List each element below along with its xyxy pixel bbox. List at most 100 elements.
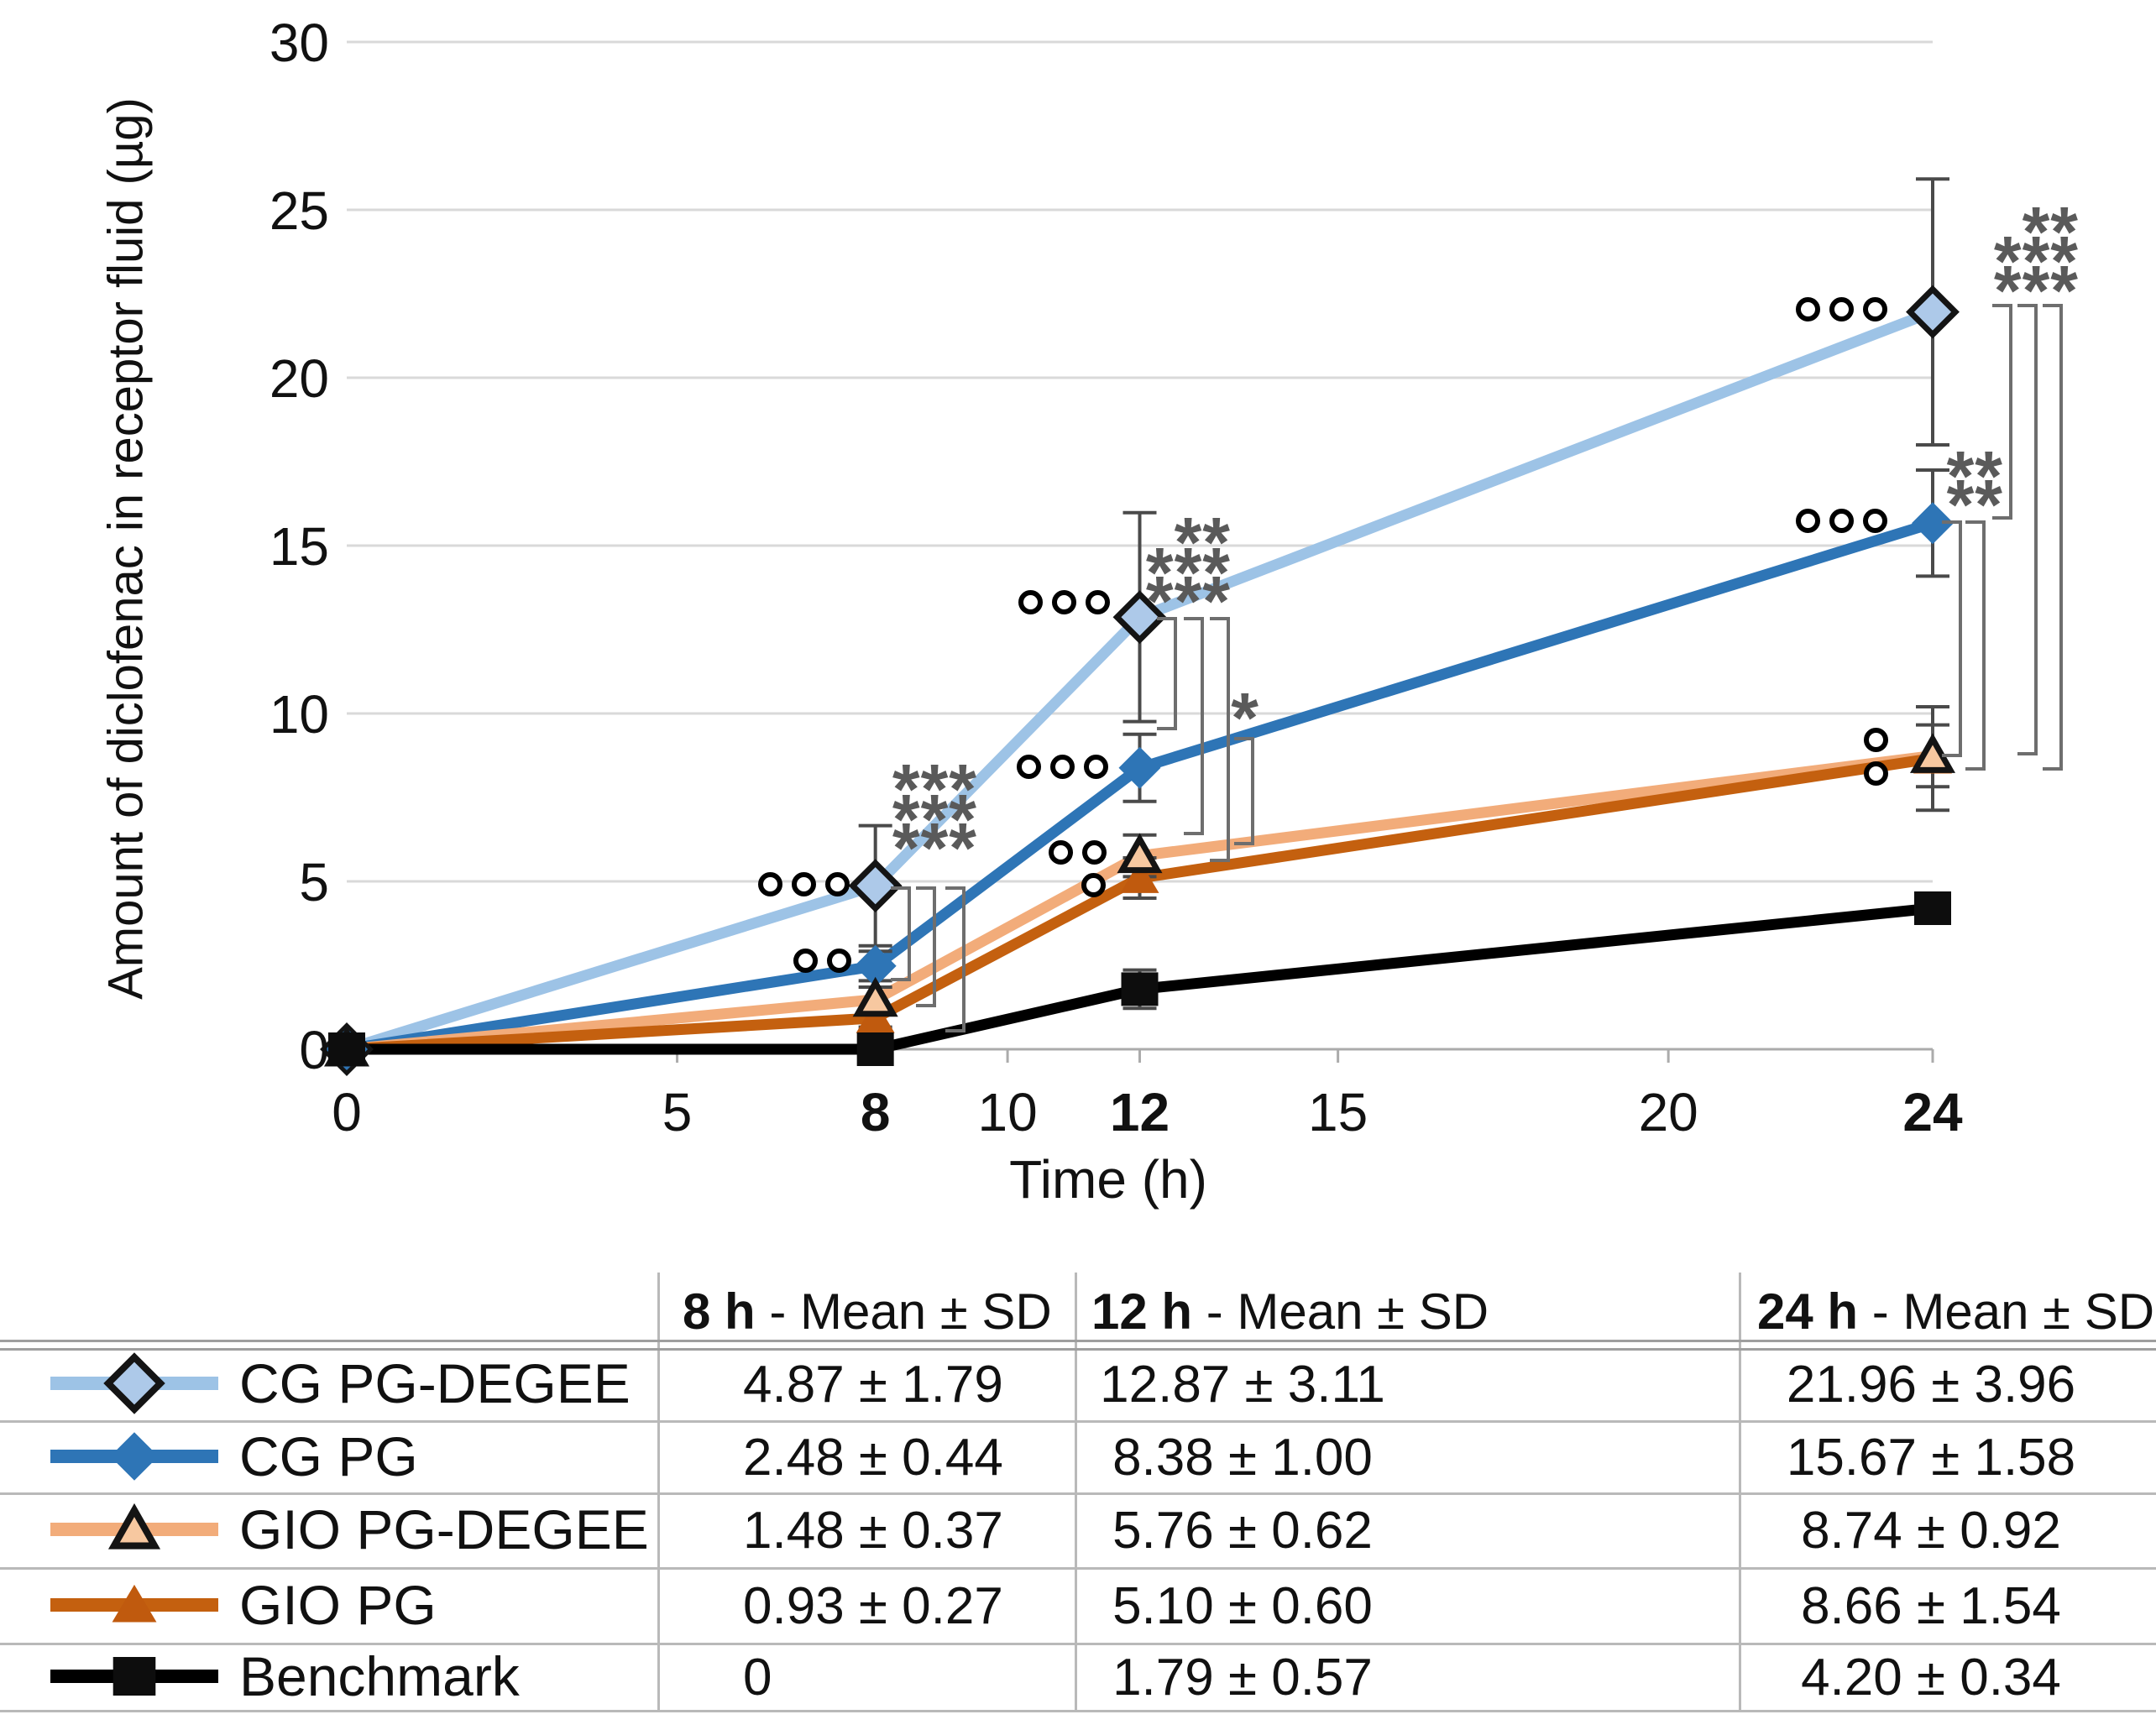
x-tick-label: 0 [332, 1082, 362, 1142]
significance-bracket [2043, 304, 2063, 771]
series-label: CG PG [239, 1425, 418, 1487]
significance-circle [1863, 297, 1887, 321]
table-header: 8 h - Mean ± SD [683, 1283, 1052, 1340]
table-column-divider [657, 1273, 660, 1710]
data-point-marker [1121, 972, 1159, 1006]
y-axis-title: Amount of diclofenac in receptor fluid (… [98, 97, 154, 1000]
significance-bracket [2017, 304, 2038, 755]
significance-bracket [1234, 737, 1254, 845]
significance-bracket [945, 886, 965, 1032]
significance-circle [1864, 761, 1888, 786]
y-tick-label: 0 [299, 1020, 329, 1080]
table-value: 5.76 ± 0.62 [1112, 1502, 1373, 1560]
data-point-marker [854, 944, 897, 987]
series-line [341, 517, 1939, 1055]
table-column-divider [1075, 1273, 1077, 1710]
significance-asterisks: *** [1993, 222, 2079, 301]
data-point-marker [1120, 860, 1159, 893]
data-point-marker [1112, 590, 1167, 645]
significance-circle [792, 872, 816, 896]
significance-asterisks: ** [1174, 503, 1231, 582]
significance-circle [825, 872, 850, 896]
table-value: 0 [743, 1649, 772, 1706]
significance-bracket [1210, 617, 1230, 862]
significance-circle [1081, 873, 1106, 897]
y-tick-label: 30 [269, 13, 329, 73]
significance-bracket [891, 886, 911, 981]
series-label: CG PG-DEGEE [239, 1352, 631, 1414]
table-value: 5.10 ± 0.60 [1112, 1577, 1373, 1635]
significance-bracket [1992, 304, 2012, 520]
series-label: GIO PG [239, 1574, 437, 1636]
significance-asterisks: * [1231, 678, 1259, 757]
significance-circle [1018, 590, 1043, 614]
series-line [341, 306, 1939, 1055]
table-row-divider [0, 1567, 2156, 1570]
series-line [341, 902, 1939, 1055]
x-tick-label: 5 [662, 1082, 693, 1142]
y-tick-label: 20 [269, 348, 329, 409]
significance-asterisks: ** [1946, 465, 2003, 544]
significance-bracket [1942, 520, 1962, 757]
significance-circle [1017, 755, 1041, 779]
significance-circle [1864, 728, 1888, 752]
legend-marker-gio-pg-degee [46, 1489, 222, 1574]
significance-circle [1049, 840, 1073, 865]
table-value: 8.66 ± 1.54 [1801, 1577, 2061, 1635]
table-value: 4.87 ± 1.79 [743, 1356, 1003, 1414]
table-row-divider [0, 1643, 2156, 1645]
x-tick-label: 8 [860, 1082, 891, 1142]
significance-asterisks: *** [1145, 533, 1231, 612]
significance-asterisks: *** [892, 780, 977, 859]
data-point-marker [1117, 833, 1163, 874]
significance-circle [1050, 755, 1075, 779]
significance-circle [1796, 297, 1820, 321]
significance-bracket [1157, 617, 1177, 730]
significance-circle [1052, 590, 1076, 614]
table-value: 15.67 ± 1.58 [1786, 1429, 2076, 1487]
data-point-marker [852, 976, 898, 1017]
table-value: 12.87 ± 3.11 [1100, 1356, 1385, 1414]
table-value: 4.20 ± 0.34 [1801, 1649, 2061, 1706]
table-row-divider [0, 1492, 2156, 1495]
significance-asterisks: *** [892, 808, 977, 887]
legend-marker-cg-pg-degee [46, 1343, 222, 1428]
significance-circle [1863, 509, 1887, 533]
significance-circle [1829, 509, 1854, 533]
x-tick-label: 12 [1109, 1082, 1170, 1142]
data-point-marker [1912, 502, 1954, 545]
y-tick-label: 5 [299, 852, 329, 912]
table-value: 8.38 ± 1.00 [1112, 1429, 1373, 1487]
significance-asterisks: ** [1946, 436, 2003, 515]
significance-circle [758, 872, 782, 896]
y-tick-label: 25 [269, 180, 329, 241]
x-tick-label: 20 [1638, 1082, 1698, 1142]
data-point-marker [328, 1032, 365, 1066]
significance-circle [1082, 840, 1107, 865]
y-tick-label: 10 [269, 684, 329, 745]
series-label: Benchmark [239, 1645, 520, 1707]
significance-asterisks: ** [2022, 192, 2079, 271]
significance-bracket [1184, 617, 1204, 835]
series-line [341, 753, 1939, 1055]
significance-circle [1084, 755, 1108, 779]
table-value: 1.48 ± 0.37 [743, 1502, 1003, 1560]
x-tick-label: 10 [977, 1082, 1038, 1142]
legend-marker-cg-pg [46, 1416, 222, 1501]
significance-asterisks: *** [1145, 562, 1231, 640]
table-header: 12 h - Mean ± SD [1091, 1283, 1489, 1340]
significance-bracket [1965, 520, 1986, 771]
table-header: 24 h - Mean ± SD [1757, 1283, 2155, 1340]
table-value: 21.96 ± 3.96 [1786, 1356, 2076, 1414]
series-label: GIO PG-DEGEE [239, 1498, 649, 1560]
significance-circle [1796, 509, 1820, 533]
data-point-marker [1118, 746, 1161, 789]
data-point-marker [1906, 285, 1960, 339]
data-point-marker [1914, 891, 1951, 925]
table-header-rule [0, 1348, 2156, 1351]
x-axis-title: Time (h) [1009, 1149, 1207, 1210]
significance-asterisks: *** [892, 750, 977, 828]
significance-circle [793, 949, 818, 973]
